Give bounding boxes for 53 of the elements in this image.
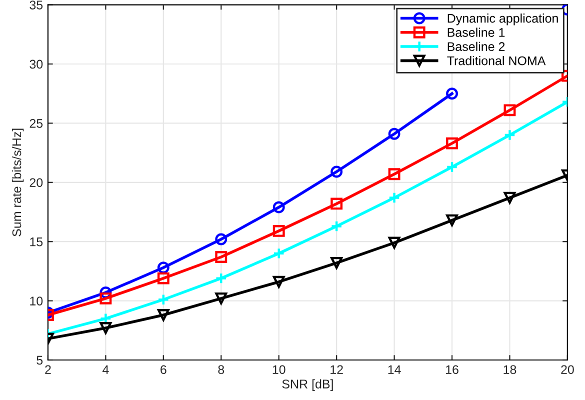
y-tick-label: 15	[30, 238, 43, 246]
point	[157, 309, 170, 321]
point	[215, 233, 228, 246]
y-axis-title: Sum rate [bits/s/Hz]	[12, 128, 24, 236]
y-tick-label: 35	[30, 0, 43, 10]
point	[388, 192, 400, 204]
legend-label: Baseline 2	[448, 42, 505, 52]
x-tick-label: 14	[388, 365, 401, 374]
point	[100, 286, 112, 298]
x-axis-title: SNR [dB]	[282, 379, 333, 391]
point	[330, 166, 343, 178]
point	[504, 104, 516, 116]
x-tick-label: 4	[102, 365, 109, 374]
point	[388, 236, 400, 249]
point	[215, 251, 228, 263]
x-tick-label: 20	[561, 365, 574, 374]
point	[272, 247, 285, 260]
x-tick-label: 10	[272, 365, 286, 374]
point	[215, 272, 228, 284]
x-tick-label: 2	[45, 365, 51, 374]
legend-label: Traditional NOMA	[447, 56, 546, 66]
legend-label: Baseline 1	[448, 28, 505, 37]
point	[504, 129, 516, 142]
point	[446, 214, 458, 226]
point	[330, 198, 343, 210]
y-tick-label: 25	[30, 119, 43, 128]
legend-label: Dynamic application	[448, 14, 558, 26]
x-tick-label: 8	[218, 365, 224, 374]
point	[157, 294, 170, 306]
x-tick-label: 6	[160, 365, 166, 374]
point	[100, 322, 112, 334]
point	[446, 88, 458, 100]
x-tick-label: 16	[446, 365, 458, 374]
point	[100, 292, 112, 304]
point	[272, 201, 285, 214]
point	[272, 224, 285, 237]
point	[504, 192, 516, 204]
x-tick-label: 18	[504, 365, 516, 374]
point	[388, 128, 400, 140]
y-tick-label: 20	[30, 178, 43, 188]
point	[330, 256, 343, 269]
point	[215, 292, 228, 304]
y-tick-label: 10	[30, 296, 43, 306]
y-tick-label: 5	[36, 356, 43, 365]
y-tick-label: 30	[30, 60, 43, 69]
point	[330, 220, 343, 232]
point	[446, 161, 458, 173]
point	[446, 137, 458, 150]
point	[272, 276, 285, 288]
point	[157, 272, 170, 284]
point	[157, 262, 170, 274]
x-tick-label: 12	[330, 365, 343, 374]
point	[388, 168, 400, 180]
